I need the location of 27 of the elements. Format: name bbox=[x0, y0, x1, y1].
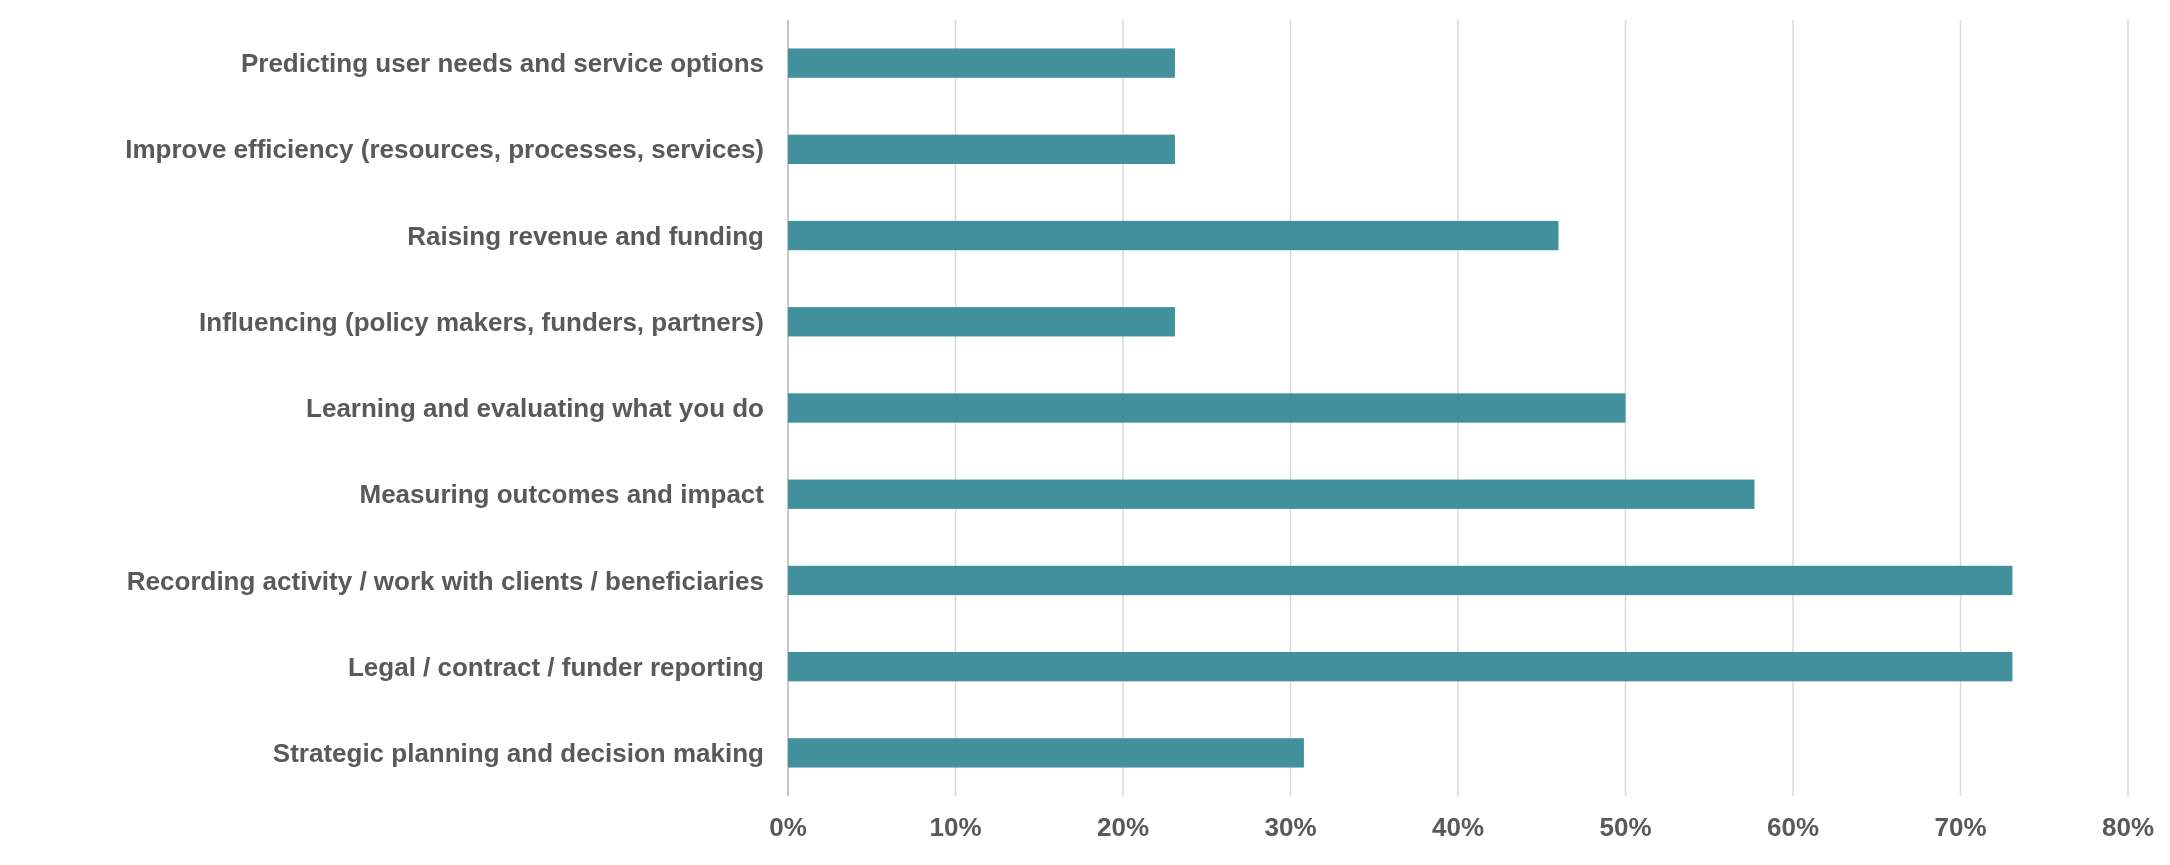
y-tick-label: Raising revenue and funding bbox=[407, 220, 764, 251]
y-tick-label: Legal / contract / funder reporting bbox=[347, 651, 764, 682]
y-tick-label: Measuring outcomes and impact bbox=[359, 479, 765, 510]
x-tick-label: 80% bbox=[2101, 812, 2155, 842]
bar bbox=[788, 134, 1175, 164]
bar bbox=[788, 738, 1304, 768]
x-tick-label: 70% bbox=[1934, 812, 1987, 842]
bar bbox=[788, 220, 1559, 251]
x-tick-label: 0% bbox=[769, 812, 807, 842]
bar bbox=[788, 48, 1175, 78]
bar bbox=[788, 565, 2013, 596]
bar bbox=[788, 393, 1626, 423]
x-tick-label: 30% bbox=[1264, 812, 1317, 842]
y-tick-label: Influencing (policy makers, funders, partners) bbox=[199, 306, 764, 337]
x-tick-label: 50% bbox=[1599, 812, 1652, 842]
y-tick-label: Strategic planning and decision making bbox=[272, 737, 764, 768]
x-tick-label: 10% bbox=[929, 812, 982, 842]
bar bbox=[788, 652, 2013, 682]
x-tick-label: 60% bbox=[1766, 812, 1820, 842]
y-tick-label: Recording activity / work with clients / beneficiaries bbox=[126, 565, 764, 596]
y-tick-label: Predicting user needs and service options bbox=[240, 48, 764, 79]
bar bbox=[788, 479, 1755, 509]
bar bbox=[788, 307, 1175, 337]
x-tick-label: 40% bbox=[1431, 812, 1485, 842]
x-tick-label: 20% bbox=[1096, 812, 1150, 842]
y-tick-label: Learning and evaluating what you do bbox=[306, 393, 764, 424]
y-tick-label: Improve efficiency (resources, processes, services) bbox=[125, 134, 764, 165]
